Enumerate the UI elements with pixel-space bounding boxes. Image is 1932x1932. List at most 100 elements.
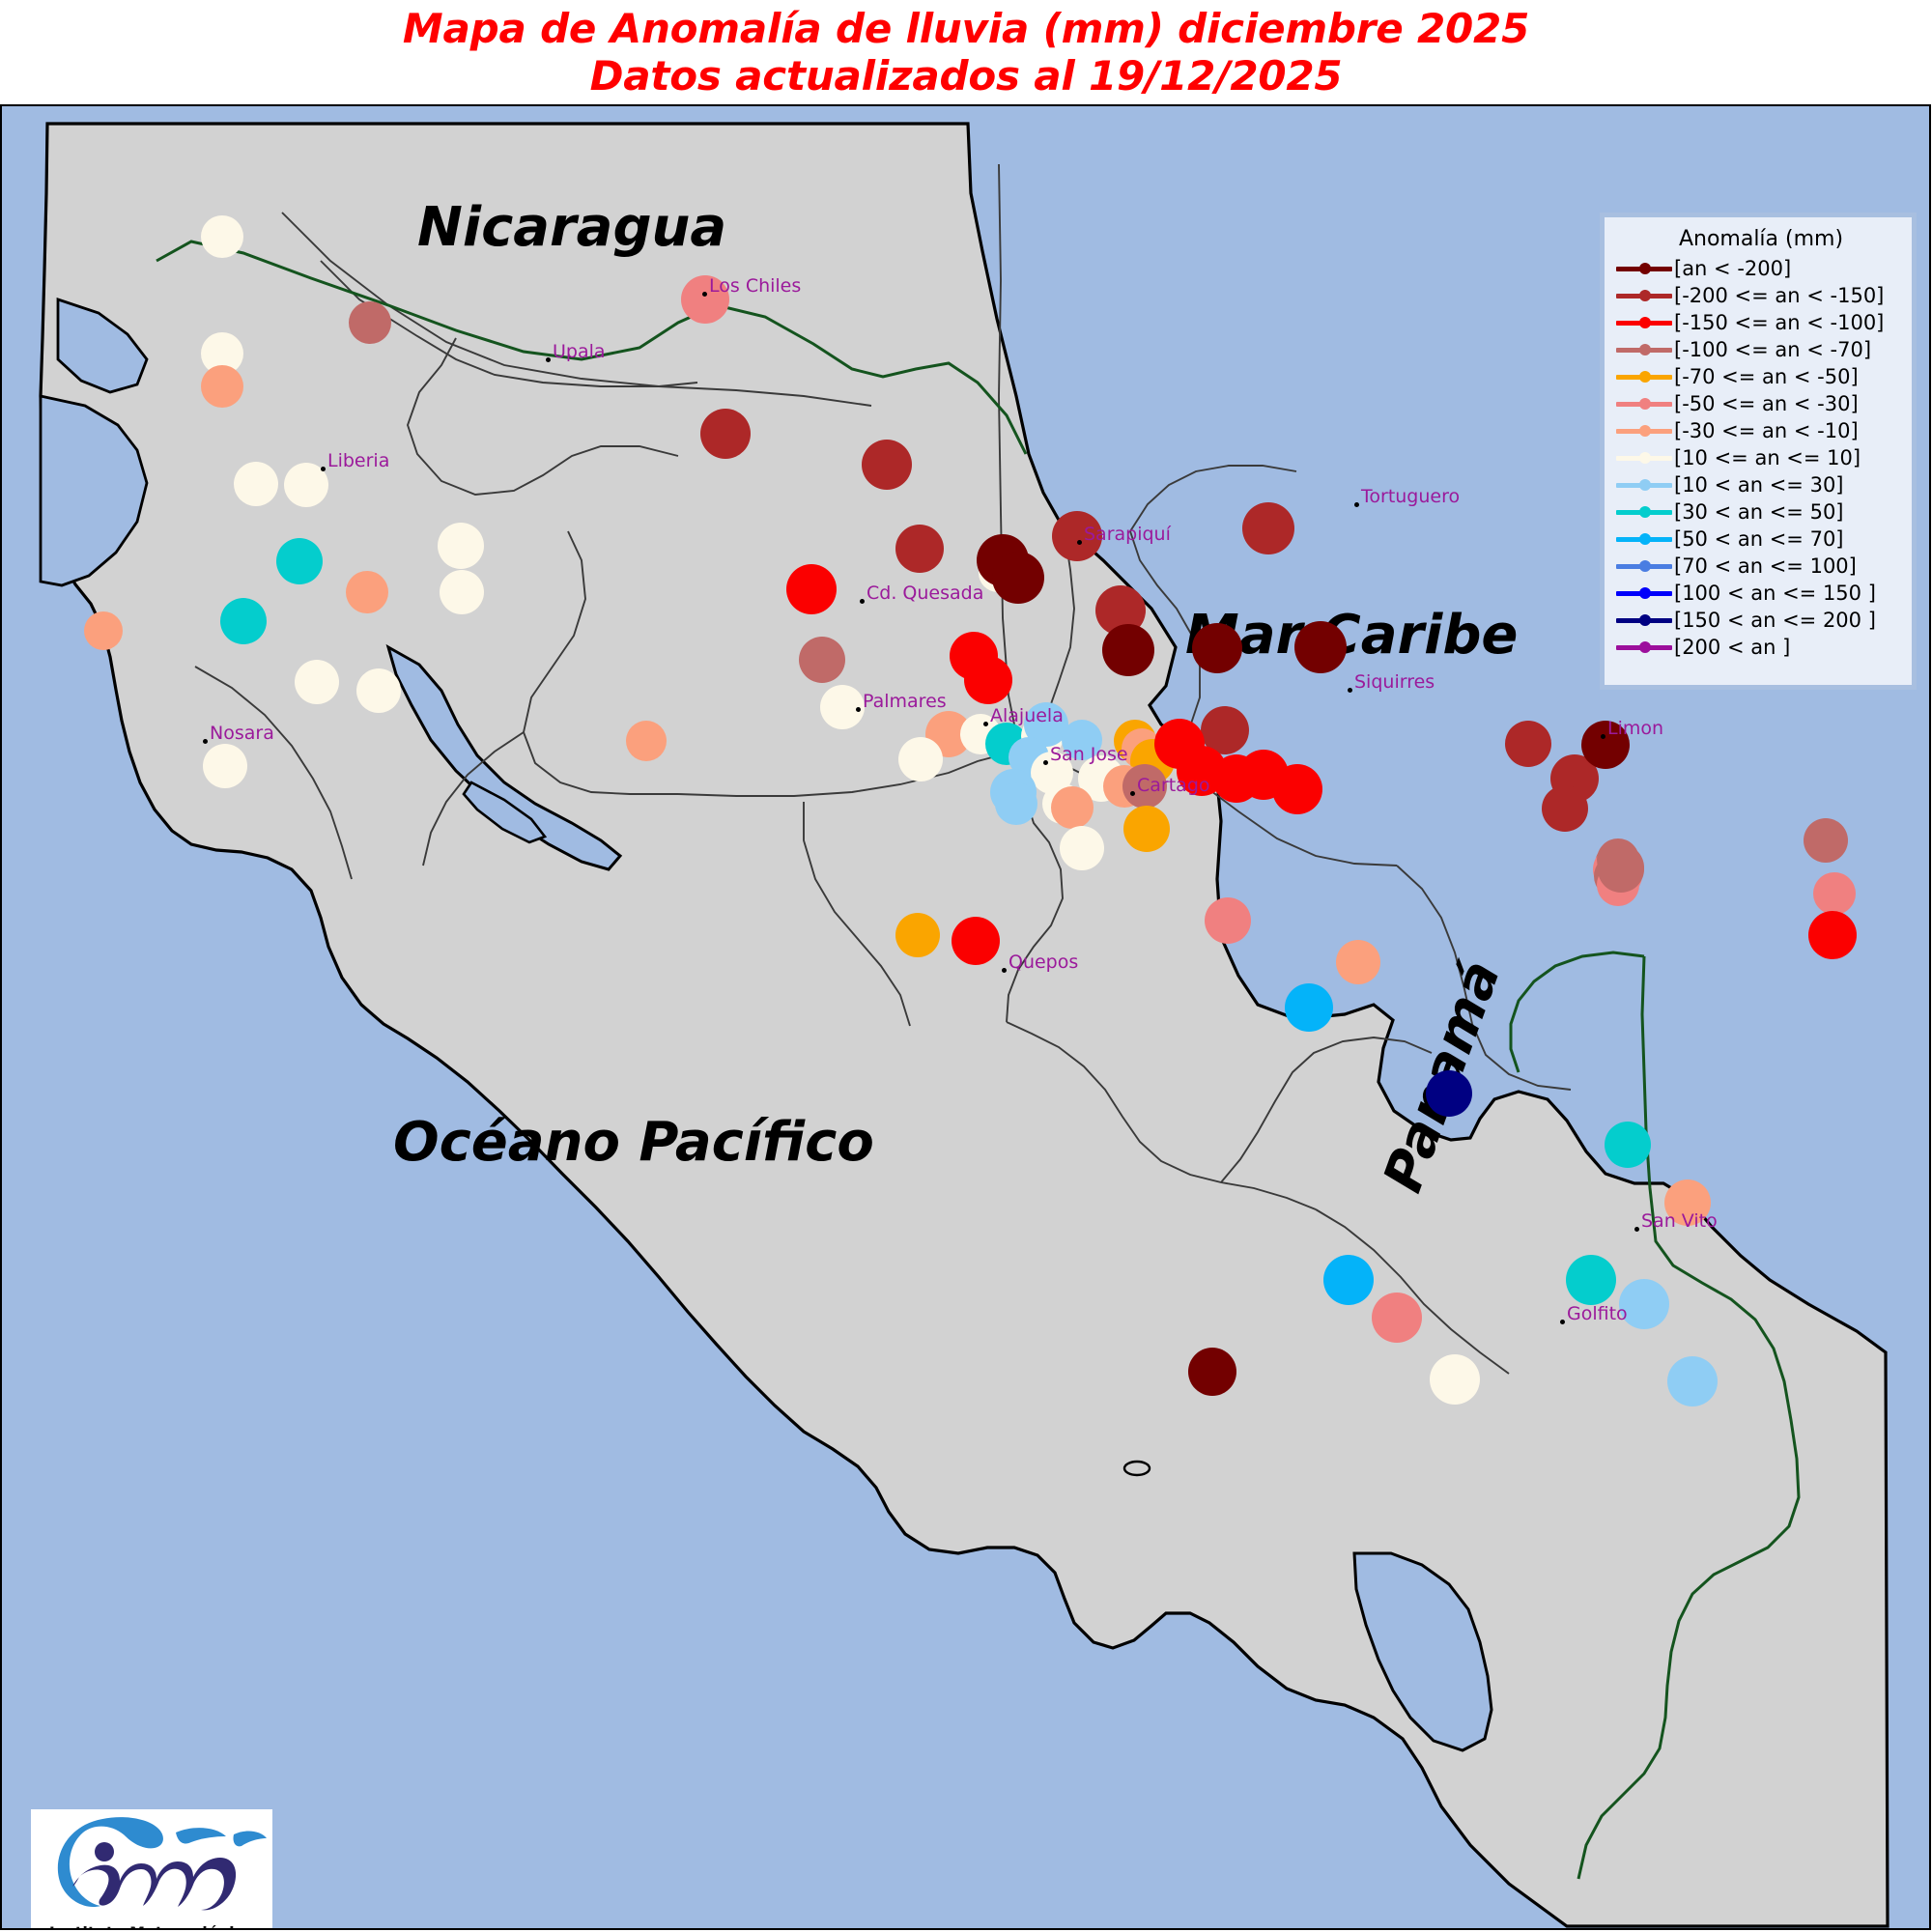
legend-item-label: [-100 <= an < -70] [1674,338,1872,361]
legend-swatch-icon [1614,390,1674,417]
station-dot[interactable] [346,571,388,613]
legend-item-label: [200 < an ] [1674,636,1791,659]
station-dot[interactable] [295,660,339,704]
station-dot[interactable] [1122,764,1167,809]
legend-item[interactable]: [-150 <= an < -100] [1614,309,1902,336]
station-dot[interactable] [1667,1356,1718,1406]
station-dot[interactable] [799,637,845,683]
station-dot[interactable] [898,737,943,781]
station-dot[interactable] [895,525,944,573]
legend-item-label: [an < -200] [1674,257,1792,280]
station-dot[interactable] [1272,764,1322,814]
legend-item[interactable]: [-200 <= an < -150] [1614,282,1902,309]
station-dot[interactable] [1294,621,1347,673]
page-title: Mapa de Anomalía de lluvia (mm) diciembr… [0,0,1932,106]
legend-item[interactable]: [150 < an <= 200 ] [1614,607,1902,634]
station-dot[interactable] [995,782,1037,825]
station-dot[interactable] [1505,721,1551,767]
station-dot[interactable] [1581,721,1630,769]
station-dot[interactable] [1336,940,1380,984]
station-dot[interactable] [1430,1354,1480,1405]
station-dot[interactable] [356,668,401,713]
legend-item-label: [10 < an <= 30] [1674,473,1844,497]
legend-swatch-icon [1614,526,1674,553]
station-dot[interactable] [234,462,278,506]
station-dot[interactable] [626,721,667,761]
station-dot[interactable] [1102,624,1154,676]
station-dot[interactable] [1052,511,1102,561]
legend-swatch-icon [1614,336,1674,363]
station-dot[interactable] [84,611,123,650]
station-dot[interactable] [1062,720,1102,760]
station-dot[interactable] [786,564,837,614]
legend-item[interactable]: [70 < an <= 100] [1614,553,1902,580]
station-dot[interactable] [1242,502,1294,554]
station-dot[interactable] [201,365,243,408]
station-dot[interactable] [1051,786,1094,829]
station-dot[interactable] [1804,818,1848,863]
costa-rica-landmass [39,122,1889,1928]
legend-item[interactable]: [100 < an <= 150 ] [1614,580,1902,607]
legend-swatch-icon [1614,282,1674,309]
logo-wordmark-imn [72,1858,237,1911]
station-dot[interactable] [1566,1255,1616,1305]
station-dot[interactable] [1808,911,1857,959]
legend-swatch-icon [1614,363,1674,390]
station-dot[interactable] [201,215,243,258]
legend-item[interactable]: [-70 <= an < -50] [1614,363,1902,390]
legend-item[interactable]: [an < -200] [1614,255,1902,282]
map-canvas[interactable]: Nicaragua Mar Caribe Océano Pacífico Pan… [0,104,1931,1930]
station-dot[interactable] [276,538,323,584]
station-dot[interactable] [349,301,391,344]
station-dot[interactable] [700,409,751,459]
station-dot[interactable] [1123,806,1170,852]
legend-item[interactable]: [-100 <= an < -70] [1614,336,1902,363]
legend-item[interactable]: [10 < an <= 30] [1614,471,1902,498]
legend-item-label: [-30 <= an < -10] [1674,419,1859,442]
station-dot[interactable] [992,552,1044,604]
legend-item-label: [150 < an <= 200 ] [1674,609,1876,632]
station-dot[interactable] [1664,1179,1711,1226]
station-dot[interactable] [964,656,1012,704]
station-dot[interactable] [438,523,484,569]
station-dot[interactable] [1060,826,1104,870]
station-dot[interactable] [820,685,865,729]
legend-swatch-icon [1614,417,1674,444]
station-dot[interactable] [1192,623,1242,673]
logo-cloud-arc [57,1817,163,1908]
legend-item-label: [50 < an <= 70] [1674,527,1844,551]
legend-panel[interactable]: Anomalía (mm) [an < -200] [-200 <= an < -… [1600,213,1917,690]
station-dot[interactable] [1619,1279,1669,1329]
logo-stroke-1 [176,1828,226,1844]
legend-item[interactable]: [-50 <= an < -30] [1614,390,1902,417]
station-dot[interactable] [1205,897,1251,944]
legend-item[interactable]: [10 <= an <= 10] [1614,444,1902,471]
station-dot[interactable] [1605,1122,1651,1168]
legend-item[interactable]: [30 < an <= 50] [1614,498,1902,526]
station-dot[interactable] [895,913,940,957]
title-line-2: Datos actualizados al 19/12/2025 [589,51,1343,99]
legend-item[interactable]: [200 < an ] [1614,634,1902,661]
station-dot[interactable] [220,598,267,644]
station-dot[interactable] [862,440,912,490]
station-dot[interactable] [681,275,729,324]
legend-swatch-icon [1614,553,1674,580]
station-dot[interactable] [1188,1348,1236,1396]
station-dot[interactable] [1285,983,1333,1032]
station-dot[interactable] [203,744,247,788]
station-dot[interactable] [284,463,328,507]
station-dot[interactable] [1598,846,1644,893]
legend-item[interactable]: [-30 <= an < -10] [1614,417,1902,444]
station-dot[interactable] [1323,1255,1374,1305]
legend-item[interactable]: [50 < an <= 70] [1614,526,1902,553]
station-dot[interactable] [1426,1070,1472,1117]
station-dot[interactable] [1813,872,1856,915]
logo-stroke-2 [233,1831,267,1847]
station-dot[interactable] [1542,785,1588,832]
legend-title: Anomalía (mm) [1678,227,1844,251]
station-dot[interactable] [952,917,1000,965]
imn-logo-line-1: Instituto Meteorológico Nacional [31,1923,272,1928]
nicoya-peninsula-inlets [39,298,149,587]
station-dot[interactable] [1372,1293,1422,1343]
station-dot[interactable] [440,570,484,614]
